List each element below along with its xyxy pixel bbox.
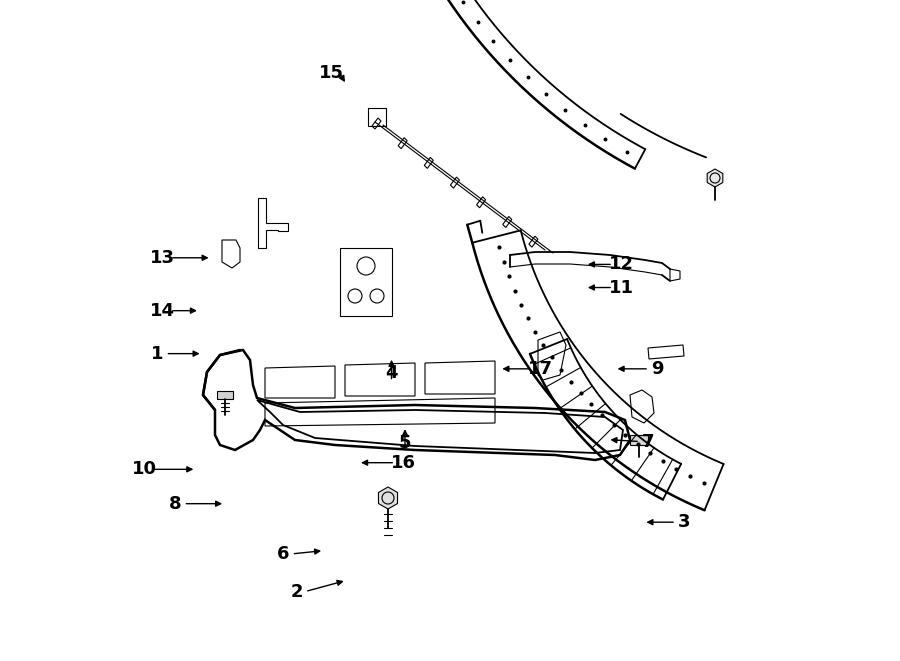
Text: 10: 10 [131, 460, 157, 479]
Polygon shape [217, 391, 233, 399]
Text: 7: 7 [642, 432, 654, 451]
Text: 16: 16 [391, 453, 416, 472]
Text: 6: 6 [277, 545, 290, 563]
Text: 5: 5 [399, 434, 411, 452]
Text: 1: 1 [151, 344, 164, 363]
Text: 2: 2 [291, 582, 303, 601]
Polygon shape [379, 487, 398, 509]
Text: 8: 8 [169, 494, 182, 513]
Text: 9: 9 [651, 360, 663, 378]
Text: 4: 4 [385, 364, 398, 383]
Text: 13: 13 [149, 249, 175, 267]
Text: 15: 15 [319, 63, 344, 82]
Text: 12: 12 [608, 255, 634, 274]
Text: 11: 11 [608, 278, 634, 297]
Text: 3: 3 [678, 513, 690, 531]
Text: 14: 14 [149, 301, 175, 320]
Polygon shape [630, 435, 648, 445]
Text: 17: 17 [527, 360, 553, 378]
Polygon shape [707, 169, 723, 187]
